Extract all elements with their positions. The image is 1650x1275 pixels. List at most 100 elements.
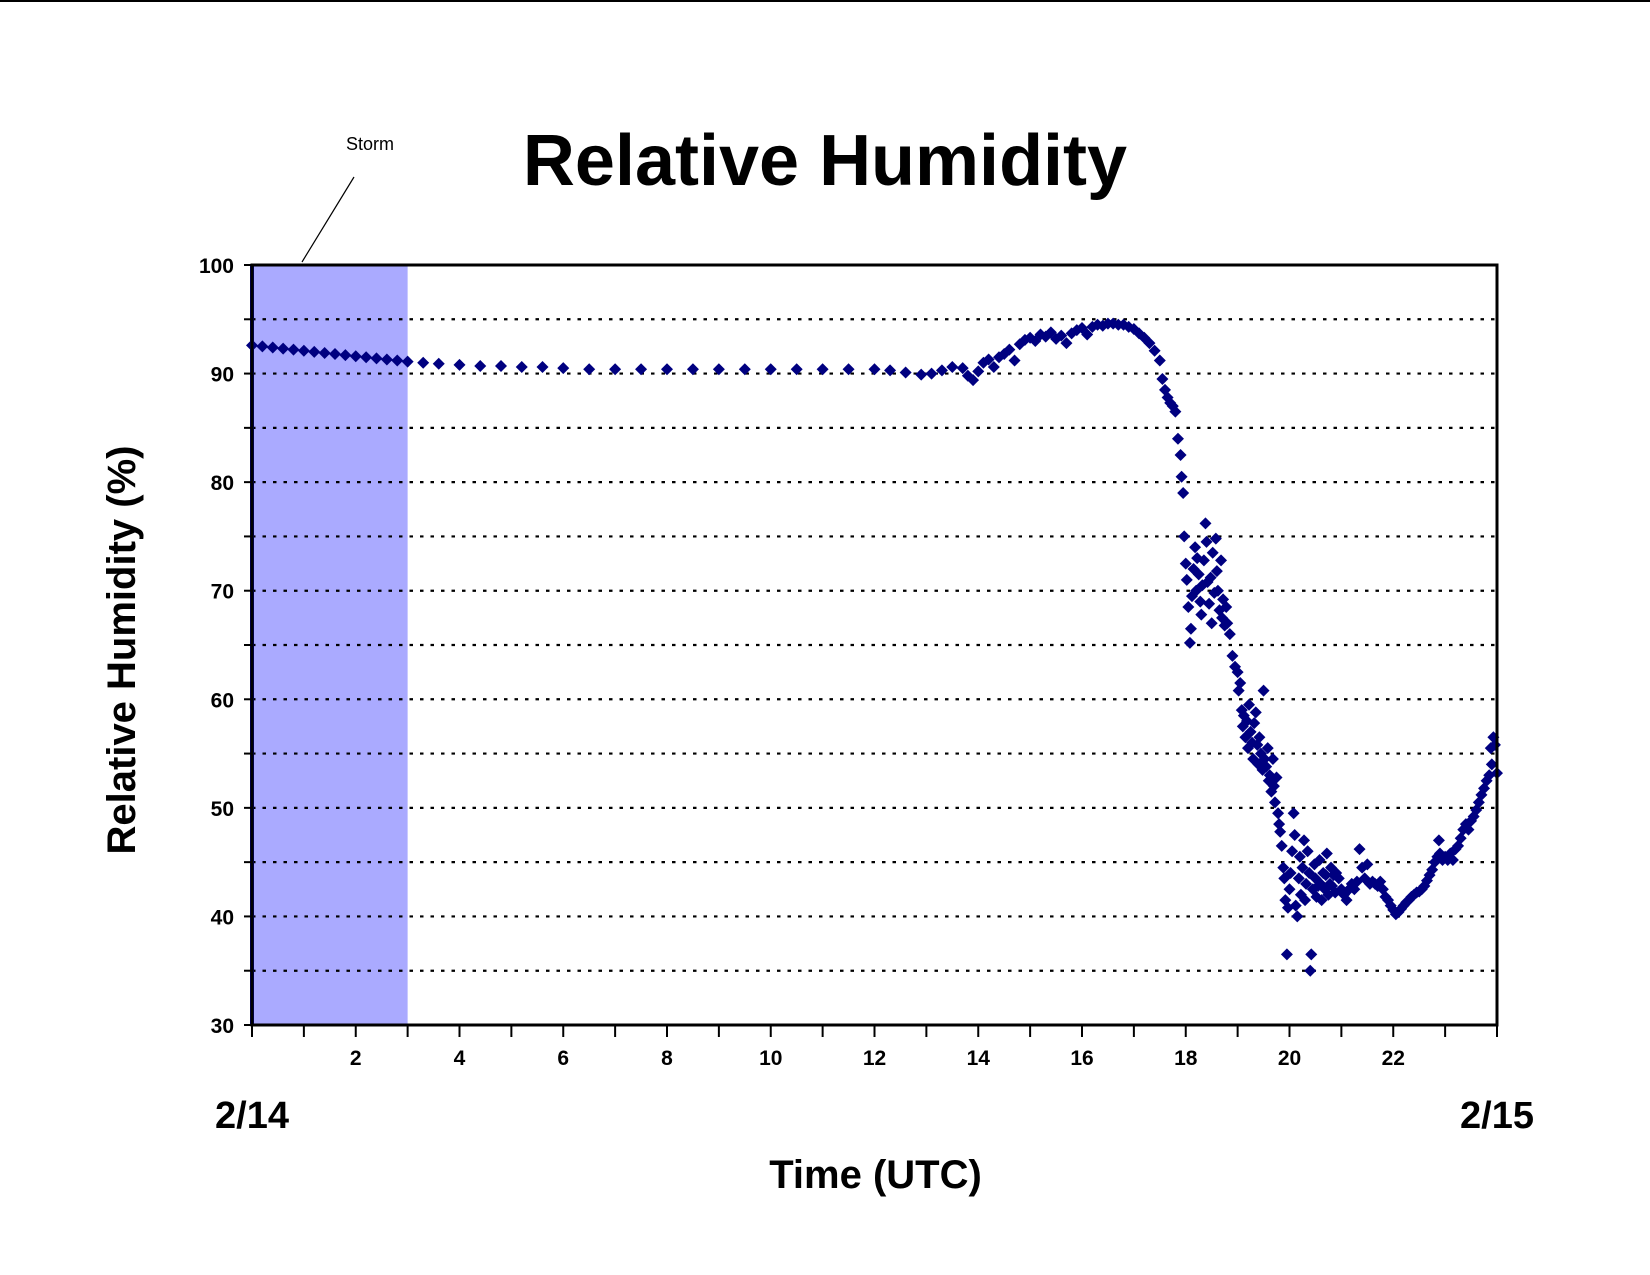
data-point: [738, 363, 751, 376]
data-point: [1268, 796, 1281, 809]
data-point: [391, 354, 404, 367]
data-point: [432, 357, 445, 370]
data-point: [1267, 780, 1280, 793]
y-tick-label: 100: [199, 255, 234, 278]
data-point: [915, 368, 928, 381]
data-point: [1199, 517, 1212, 530]
data-point: [1304, 964, 1317, 977]
data-point: [1197, 554, 1210, 567]
data-point: [1148, 344, 1161, 357]
data-point: [1270, 771, 1283, 784]
data-point: [1220, 601, 1233, 613]
data-point: [1320, 847, 1333, 860]
data-point: [1257, 684, 1270, 697]
data-point: [925, 367, 938, 380]
end-date-label: 2/15: [1460, 1095, 1534, 1137]
data-point: [972, 365, 985, 378]
data-point: [1203, 597, 1216, 610]
data-point: [1273, 818, 1286, 831]
data-point: [982, 353, 995, 366]
data-point: [256, 340, 269, 353]
data-point: [1215, 554, 1228, 567]
data-point: [1293, 850, 1306, 863]
data-point: [956, 362, 969, 375]
x-axis-title: Time (UTC): [769, 1153, 982, 1197]
data-point: [1189, 541, 1202, 554]
data-point: [1143, 337, 1156, 350]
data-point: [1275, 839, 1288, 852]
x-tick-label: 18: [1174, 1047, 1198, 1070]
data-point: [1454, 832, 1467, 845]
x-tick-label: 4: [454, 1047, 466, 1070]
data-point: [339, 349, 352, 362]
data-point: [1305, 948, 1318, 961]
data-point: [1231, 666, 1244, 679]
data-point: [1261, 742, 1274, 755]
y-tick-label: 90: [211, 364, 234, 387]
y-tick-label: 70: [211, 581, 234, 604]
data-point: [967, 374, 980, 387]
data-point: [816, 363, 829, 376]
data-point: [308, 345, 321, 358]
data-point: [1446, 853, 1459, 866]
data-point: [1008, 354, 1021, 367]
data-point: [1291, 910, 1304, 923]
y-axis-ticks: 30 40 50 60 70 80 90 100: [199, 255, 252, 1038]
data-point: [1299, 894, 1312, 907]
data-point: [1243, 698, 1256, 711]
x-tick-label: 2: [350, 1047, 362, 1070]
data-point: [1174, 449, 1187, 461]
data-point: [329, 348, 341, 361]
data-point: [1184, 622, 1197, 635]
data-point: [1266, 753, 1279, 765]
data-point: [1179, 557, 1192, 570]
data-point: [1204, 571, 1217, 584]
data-point: [380, 353, 393, 366]
data-point: [515, 361, 528, 374]
data-point: [583, 363, 596, 376]
data-point: [946, 361, 959, 374]
data-point: [1260, 760, 1273, 773]
data-point: [536, 361, 549, 374]
data-point: [1003, 343, 1016, 356]
data-point: [1332, 872, 1345, 885]
data-point: [1175, 470, 1188, 483]
data-point: [1287, 807, 1300, 820]
data-point: [1319, 869, 1332, 882]
data-point: [1244, 725, 1257, 738]
data-point: [1060, 337, 1073, 350]
data-point: [1234, 677, 1247, 689]
data-point: [266, 341, 279, 354]
data-point: [1298, 834, 1311, 847]
data-point: [1432, 834, 1445, 847]
data-point: [1177, 487, 1190, 499]
page-top-rule: [0, 0, 1650, 2]
data-point: [842, 363, 855, 376]
data-point: [1296, 861, 1309, 874]
x-tick-label: 12: [863, 1047, 886, 1070]
data-point: [557, 362, 570, 375]
data-point: [1462, 823, 1475, 836]
data-point: [1280, 948, 1293, 961]
data-point: [1315, 894, 1328, 907]
data-point: [453, 358, 466, 371]
data-point: [1288, 829, 1301, 841]
data-point: [1210, 565, 1223, 578]
data-point: [297, 344, 310, 357]
data-point: [1301, 845, 1314, 858]
data-point: [1300, 877, 1313, 890]
data-point: [868, 363, 881, 376]
data-points: [246, 317, 1503, 977]
data-point: [1284, 867, 1297, 879]
data-point: [1283, 883, 1296, 896]
data-point: [1277, 861, 1290, 874]
y-tick-label: 60: [211, 689, 234, 712]
y-tick-label: 30: [211, 1015, 234, 1038]
x-tick-label: 8: [661, 1047, 673, 1070]
data-point: [1289, 899, 1302, 912]
y-axis-title: Relative Humidity (%): [100, 446, 144, 855]
data-point: [987, 361, 1000, 374]
data-point: [686, 363, 699, 376]
y-tick-label: 50: [211, 798, 234, 821]
